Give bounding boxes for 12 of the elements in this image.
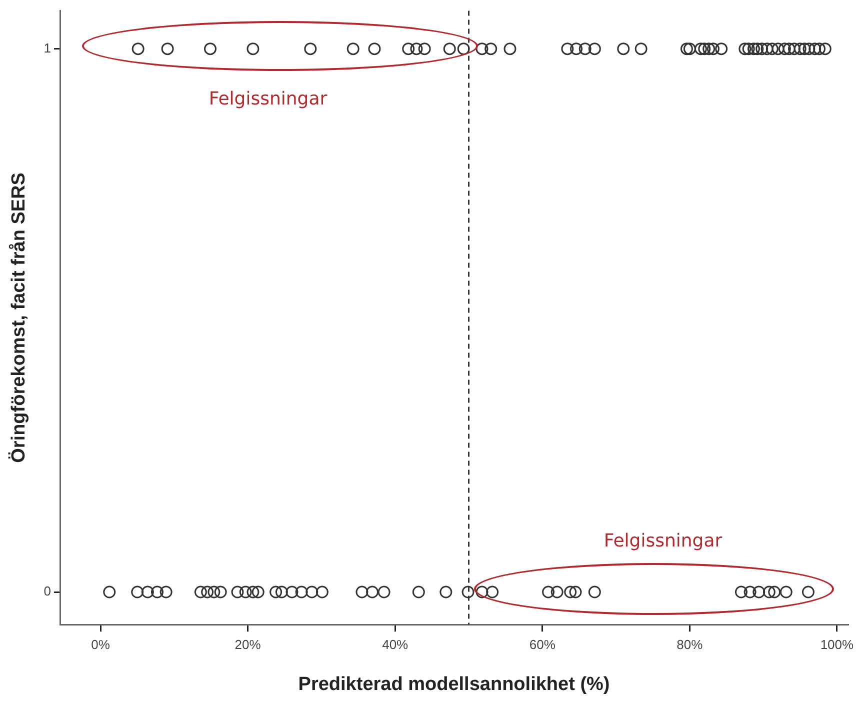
x-tick-label: 0% bbox=[91, 636, 110, 652]
x-tick-label: 80% bbox=[676, 636, 704, 652]
y-axis-title: Öringförekomst, facit från SERS bbox=[8, 172, 30, 463]
x-tick-label: 40% bbox=[382, 636, 409, 652]
annotation: Felgissningar bbox=[208, 88, 328, 110]
annotation: Felgissningar bbox=[604, 530, 723, 552]
x-tick-label: 20% bbox=[234, 636, 262, 652]
x-axis-title: Predikterad modellsannolikhet (%) bbox=[298, 674, 610, 695]
y-tick-label: 0 bbox=[44, 584, 52, 599]
x-tick-label: 60% bbox=[529, 636, 556, 652]
x-tick-label: 100% bbox=[820, 636, 854, 652]
y-tick-label: 1 bbox=[44, 40, 52, 56]
